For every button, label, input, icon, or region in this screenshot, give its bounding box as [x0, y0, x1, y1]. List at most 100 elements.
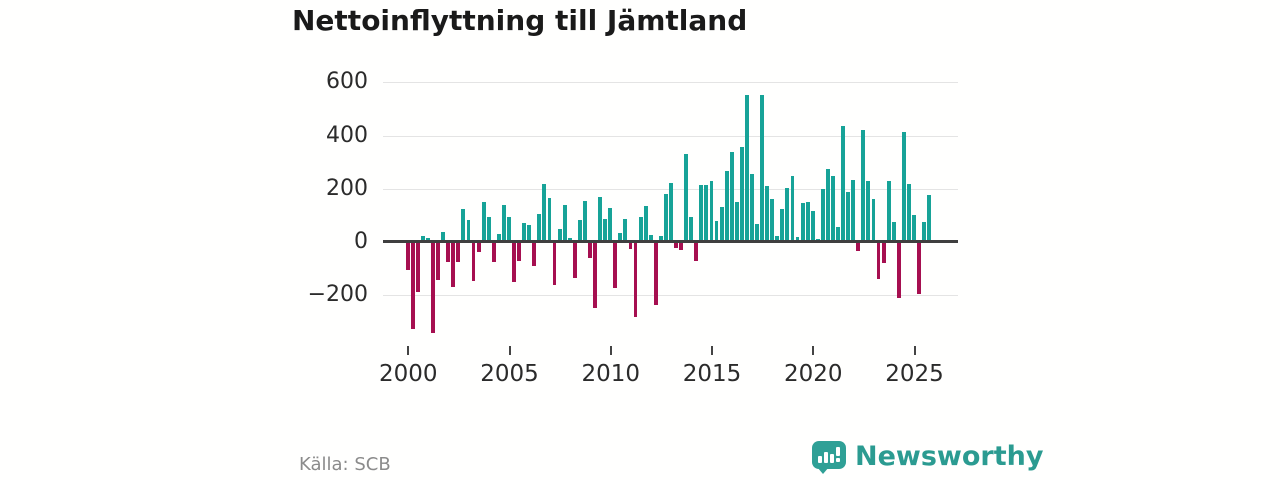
bar	[653, 241, 658, 305]
bar	[446, 241, 451, 262]
bar	[552, 241, 557, 285]
bar	[709, 181, 714, 242]
x-axis-tick-label: 2020	[783, 361, 843, 387]
bar	[679, 241, 684, 251]
x-axis-tick-label: 2025	[885, 361, 944, 387]
bar	[836, 227, 840, 242]
bar	[431, 241, 435, 334]
bar	[800, 202, 805, 242]
bar	[704, 185, 709, 242]
bar	[689, 217, 694, 242]
source-note: Källa: SCB	[299, 454, 391, 475]
bar	[572, 241, 577, 279]
bar	[638, 216, 643, 242]
x-axis-tick-label: 2005	[480, 361, 539, 387]
bar	[663, 194, 668, 242]
bar	[906, 183, 911, 242]
bar	[598, 196, 603, 242]
bar	[912, 215, 916, 242]
bar	[856, 241, 861, 251]
bar	[755, 223, 759, 242]
bar	[436, 241, 441, 281]
bar	[491, 241, 496, 262]
bar	[780, 208, 785, 242]
bar	[582, 200, 587, 242]
bar	[648, 235, 653, 242]
y-axis-tick-label: 200	[326, 175, 368, 201]
bar	[841, 125, 846, 242]
bar	[846, 192, 851, 242]
bar	[512, 241, 516, 282]
bar	[501, 204, 506, 242]
bar	[577, 219, 582, 242]
bar	[896, 241, 901, 299]
bar	[405, 241, 410, 270]
bar	[770, 198, 775, 242]
x-axis-tick	[508, 346, 511, 355]
x-axis-tick-label: 2015	[682, 361, 742, 387]
gridline	[383, 294, 958, 296]
bar	[917, 241, 921, 294]
bar	[810, 210, 815, 242]
newsworthy-wordmark: Newsworthy	[855, 441, 1044, 472]
bar	[522, 222, 527, 242]
bar	[694, 241, 699, 261]
bar	[588, 241, 592, 258]
bar	[881, 241, 886, 264]
x-axis-tick	[711, 346, 714, 355]
bar	[775, 235, 780, 242]
bar	[734, 201, 739, 242]
bar	[851, 180, 856, 242]
bar	[861, 130, 866, 242]
bar	[557, 229, 562, 242]
bar	[451, 241, 456, 287]
x-axis-tick-label: 2000	[379, 361, 438, 387]
bar	[729, 151, 734, 242]
newsworthy-logo[interactable]: Newsworthy	[812, 441, 1044, 474]
bar	[562, 204, 567, 242]
bar	[922, 222, 926, 242]
bar	[785, 187, 790, 242]
bar	[714, 221, 719, 242]
bar	[820, 189, 825, 242]
bar	[831, 175, 835, 242]
x-axis-tick	[913, 346, 916, 355]
gridline	[383, 135, 958, 137]
bar	[507, 216, 511, 242]
bar	[517, 241, 522, 261]
bar	[739, 146, 744, 242]
bar	[795, 237, 800, 242]
bar	[886, 180, 891, 242]
bar	[608, 207, 613, 242]
bar	[441, 231, 446, 242]
bar	[547, 198, 552, 242]
x-axis-tick	[812, 346, 815, 355]
gridline	[383, 82, 958, 84]
newsworthy-logo-icon	[812, 441, 846, 474]
bar	[593, 241, 597, 309]
y-axis-tick-label: 600	[326, 69, 368, 95]
x-axis-tick	[407, 346, 410, 355]
bar	[537, 213, 542, 242]
bar	[567, 237, 572, 242]
bar	[790, 175, 795, 242]
bar	[496, 234, 501, 242]
bar-chart-icon	[830, 454, 834, 463]
exclamation-icon	[836, 447, 840, 456]
bar	[410, 241, 415, 330]
y-axis-tick-label: 0	[354, 228, 368, 254]
bar	[415, 241, 420, 293]
bar	[633, 241, 638, 317]
bar	[871, 198, 876, 242]
bar	[658, 235, 663, 242]
bar	[699, 184, 704, 242]
speech-bubble-icon	[812, 441, 846, 469]
bar	[866, 180, 871, 242]
bar	[486, 217, 491, 242]
bar	[719, 206, 724, 242]
bar	[542, 183, 547, 242]
bar	[724, 170, 729, 242]
bar	[805, 202, 810, 242]
